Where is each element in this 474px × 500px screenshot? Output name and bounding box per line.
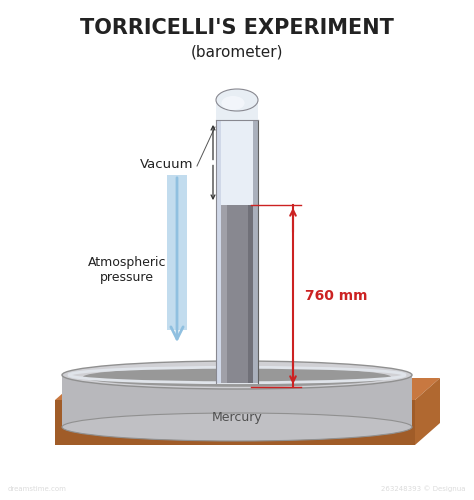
Polygon shape (221, 205, 253, 383)
Polygon shape (216, 120, 221, 383)
Text: dreamstime.com: dreamstime.com (8, 486, 67, 492)
Text: Atmospheric
pressure: Atmospheric pressure (88, 256, 166, 284)
Text: Mercury: Mercury (211, 410, 263, 424)
Polygon shape (253, 120, 258, 383)
Text: (barometer): (barometer) (191, 44, 283, 60)
Polygon shape (167, 175, 187, 330)
Ellipse shape (216, 89, 258, 111)
Ellipse shape (83, 367, 391, 387)
Polygon shape (248, 205, 253, 383)
Text: 760 mm: 760 mm (305, 289, 367, 303)
Polygon shape (221, 205, 227, 383)
Polygon shape (221, 120, 253, 205)
Polygon shape (415, 378, 440, 445)
Ellipse shape (221, 96, 245, 110)
Text: 263248393 © Designua: 263248393 © Designua (382, 486, 466, 492)
Polygon shape (216, 100, 258, 120)
Text: Vacuum: Vacuum (140, 158, 194, 172)
Polygon shape (55, 378, 440, 400)
Ellipse shape (62, 413, 412, 441)
Polygon shape (55, 400, 415, 445)
Text: TORRICELLI'S EXPERIMENT: TORRICELLI'S EXPERIMENT (80, 18, 394, 38)
Ellipse shape (62, 361, 412, 389)
Polygon shape (62, 375, 412, 427)
